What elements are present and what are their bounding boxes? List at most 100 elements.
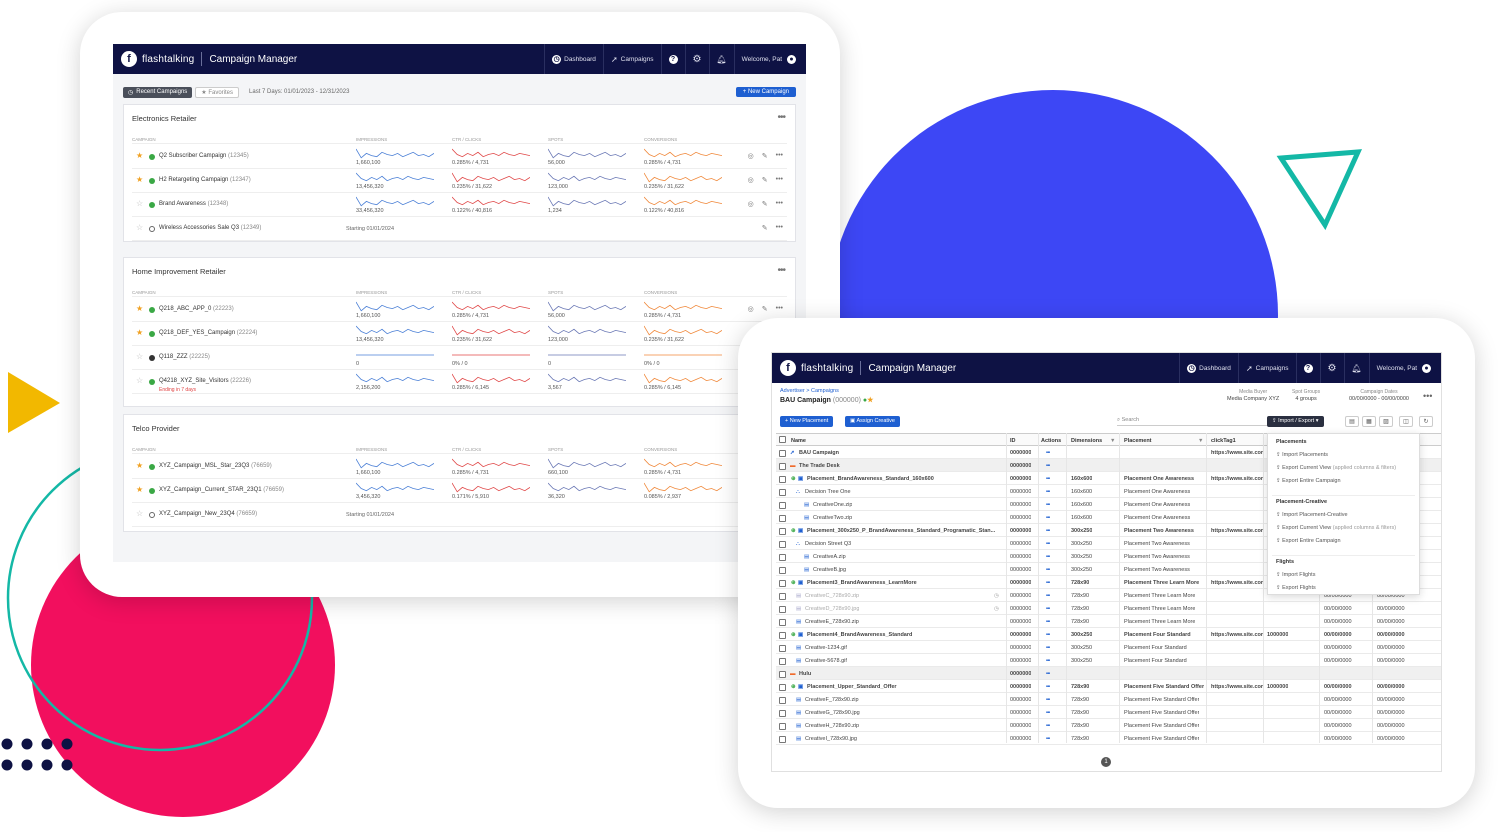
- expand-icon[interactable]: ⊕: [791, 631, 796, 638]
- assign-creative-button[interactable]: ▣ Assign Creative: [845, 416, 900, 427]
- date-range[interactable]: Last 7 Days: 01/01/2023 - 12/31/2023: [249, 89, 350, 95]
- user-menu-2[interactable]: Welcome, Pat ●: [1368, 353, 1441, 383]
- row-actions-icon[interactable]: •••: [1046, 696, 1051, 703]
- edit-icon[interactable]: ✎: [761, 225, 768, 232]
- row-name[interactable]: The Trade Desk: [799, 462, 840, 469]
- more-options-icon[interactable]: •••: [775, 200, 783, 207]
- table-row[interactable]: ▤ CreativeF_728x90.zip 0000000 ••• 728x90 Pla…: [776, 693, 1441, 706]
- notifications-button-2[interactable]: 🔔︎: [1343, 353, 1369, 383]
- more-options-icon[interactable]: •••: [775, 176, 783, 183]
- campaign-name[interactable]: Wireless Accessories Sale Q3 (12349): [159, 225, 262, 231]
- row-actions-icon[interactable]: •••: [1046, 488, 1051, 495]
- row-checkbox[interactable]: [779, 540, 786, 548]
- favorite-star-icon[interactable]: ★: [136, 328, 144, 337]
- camera-icon[interactable]: ◎: [747, 201, 754, 208]
- nav-campaigns[interactable]: ➚ Campaigns: [602, 44, 661, 74]
- new-campaign-button[interactable]: + New Campaign: [735, 87, 796, 97]
- row-name[interactable]: CreativeB.jpg: [813, 566, 847, 573]
- nav-dashboard-2[interactable]: ◷ Dashboard: [1179, 353, 1238, 383]
- row-checkbox[interactable]: [779, 696, 786, 704]
- row-checkbox[interactable]: [779, 722, 786, 730]
- menu-item[interactable]: ⇪ Export Flights: [1276, 585, 1316, 591]
- row-actions-icon[interactable]: •••: [1046, 618, 1051, 625]
- table-row[interactable]: ▤ Creative-5678.gif 0000000 ••• 300x250 Place…: [776, 654, 1441, 667]
- row-checkbox[interactable]: [779, 605, 786, 613]
- edit-icon[interactable]: ✎: [761, 177, 768, 184]
- campaign-name[interactable]: XYZ_Campaign_New_23Q4 (76659): [159, 511, 258, 517]
- more-options-icon[interactable]: •••: [775, 152, 783, 159]
- table-row[interactable]: ⊕ ▣ Placement_BrandAwareness_Standard_160x…: [776, 472, 1441, 485]
- expand-icon[interactable]: ⊕: [791, 527, 796, 534]
- row-checkbox[interactable]: [779, 657, 786, 665]
- favorite-star-icon[interactable]: ☆: [136, 376, 144, 385]
- expand-icon[interactable]: ⊕: [791, 579, 796, 586]
- row-name[interactable]: Placement_BrandAwareness_Standard_160x60…: [807, 475, 934, 482]
- row-checkbox[interactable]: [779, 462, 786, 470]
- columns-icon[interactable]: ◫: [1399, 416, 1413, 427]
- edit-icon[interactable]: ✎: [761, 201, 768, 208]
- menu-item[interactable]: ⇪ Export Current View (applied columns &…: [1276, 465, 1397, 471]
- row-actions-icon[interactable]: •••: [1046, 644, 1051, 651]
- row-actions-icon[interactable]: •••: [1046, 631, 1051, 638]
- row-actions-icon[interactable]: •••: [1046, 683, 1051, 690]
- campaign-name[interactable]: XYZ_Campaign_Current_STAR_23Q1 (76659): [159, 487, 284, 493]
- row-actions-icon[interactable]: •••: [1046, 462, 1051, 469]
- row-actions-icon[interactable]: •••: [1046, 579, 1051, 586]
- more-options-icon[interactable]: •••: [777, 265, 785, 276]
- campaign-name[interactable]: Q218_DEF_YES_Campaign (22224): [159, 330, 258, 336]
- filter-icon[interactable]: ▼: [1110, 438, 1116, 444]
- row-name[interactable]: CreativeH_728x90.zip: [805, 722, 860, 729]
- row-checkbox[interactable]: [779, 553, 786, 561]
- table-row[interactable]: ▤ CreativeB.jpg 0000000 ••• 300x250 Placement…: [776, 563, 1441, 576]
- campaign-name[interactable]: Brand Awareness (12348): [159, 201, 229, 207]
- row-checkbox[interactable]: [779, 631, 786, 639]
- table-row[interactable]: ⊕ ▣ Placement_300x250_P_BrandAwareness_Sta…: [776, 524, 1441, 537]
- row-name[interactable]: Placement4_BrandAwareness_Standard: [807, 631, 913, 638]
- campaign-name[interactable]: Q218_ABC_APP_0 (22223): [159, 306, 234, 312]
- campaign-row[interactable]: ☆ Q4218_XYZ_Site_Visitors (22226) Ending i…: [132, 370, 787, 394]
- menu-item[interactable]: ⇪ Import Placement-Creative: [1276, 512, 1348, 518]
- more-options-icon[interactable]: •••: [777, 112, 785, 123]
- view-image-icon[interactable]: ▨: [1379, 416, 1393, 427]
- col-name[interactable]: Name: [791, 438, 806, 444]
- row-checkbox[interactable]: [779, 566, 786, 574]
- menu-item[interactable]: ⇪ Export Entire Campaign: [1276, 478, 1341, 484]
- campaign-row[interactable]: ☆Q118_ZZZ (22225)00% / 000% / 0◎✎•••: [132, 346, 787, 370]
- row-actions-icon[interactable]: •••: [1046, 592, 1051, 599]
- favorite-star-icon[interactable]: ☆: [136, 223, 144, 232]
- row-actions-icon[interactable]: •••: [1046, 566, 1051, 573]
- row-name[interactable]: CreativeE_728x90.zip: [805, 618, 859, 625]
- table-row[interactable]: ▤ CreativeD_728x90.jpg ◷ 0000000 ••• 728x90 Pl…: [776, 602, 1441, 615]
- notifications-button[interactable]: 🔔︎: [708, 44, 734, 74]
- col-clicktag[interactable]: clickTag1: [1211, 438, 1236, 444]
- expand-icon[interactable]: ⊕: [791, 475, 796, 482]
- campaign-row[interactable]: ★ XYZ_Campaign_MSL_Star_23Q3 (76659) 1,660…: [132, 455, 787, 479]
- pagination-page[interactable]: 1: [1101, 757, 1111, 767]
- settings-button[interactable]: ⚙: [684, 44, 709, 74]
- row-checkbox[interactable]: [779, 709, 786, 717]
- campaign-row[interactable]: ★ Q2 Subscriber Campaign (12345) 1,660,100…: [132, 145, 787, 169]
- table-row[interactable]: ▤ CreativeH_728x90.zip 0000000 ••• 728x90 Pla…: [776, 719, 1441, 732]
- table-row[interactable]: ▤ CreativeOne.zip 0000000 ••• 160x600 Placeme…: [776, 498, 1441, 511]
- brand-logo[interactable]: f flashtalking: [113, 44, 194, 74]
- row-actions-icon[interactable]: •••: [1046, 670, 1051, 677]
- favorite-star-icon[interactable]: ★: [136, 175, 144, 184]
- favorite-star-icon[interactable]: ★: [136, 461, 144, 470]
- help-button-2[interactable]: ?: [1295, 353, 1320, 383]
- nav-campaigns-2[interactable]: ➚ Campaigns: [1237, 353, 1296, 383]
- table-row[interactable]: ▤ CreativeA.zip 0000000 ••• 300x250 Placement…: [776, 550, 1441, 563]
- campaign-name[interactable]: Q2 Subscriber Campaign (12345): [159, 153, 249, 159]
- star-icon[interactable]: ★: [867, 397, 874, 404]
- refresh-icon[interactable]: ↻: [1419, 416, 1433, 427]
- table-row[interactable]: ▤ CreativeI_728x90.jpg 0000000 ••• 728x90 Pla…: [776, 732, 1441, 745]
- camera-icon[interactable]: ◎: [747, 306, 754, 313]
- camera-icon[interactable]: ◎: [747, 153, 754, 160]
- row-checkbox[interactable]: [779, 579, 786, 587]
- row-name[interactable]: CreativeF_728x90.zip: [805, 696, 859, 703]
- favorite-star-icon[interactable]: ☆: [136, 509, 144, 518]
- campaign-row[interactable]: ★ Q218_DEF_YES_Campaign (22224) 13,456,320…: [132, 322, 787, 346]
- row-name[interactable]: CreativeD_728x90.jpg: [805, 605, 860, 612]
- row-actions-icon[interactable]: •••: [1046, 527, 1051, 534]
- brand-logo-2[interactable]: f flashtalking: [772, 353, 853, 383]
- menu-item[interactable]: ⇪ Export Entire Campaign: [1276, 538, 1341, 544]
